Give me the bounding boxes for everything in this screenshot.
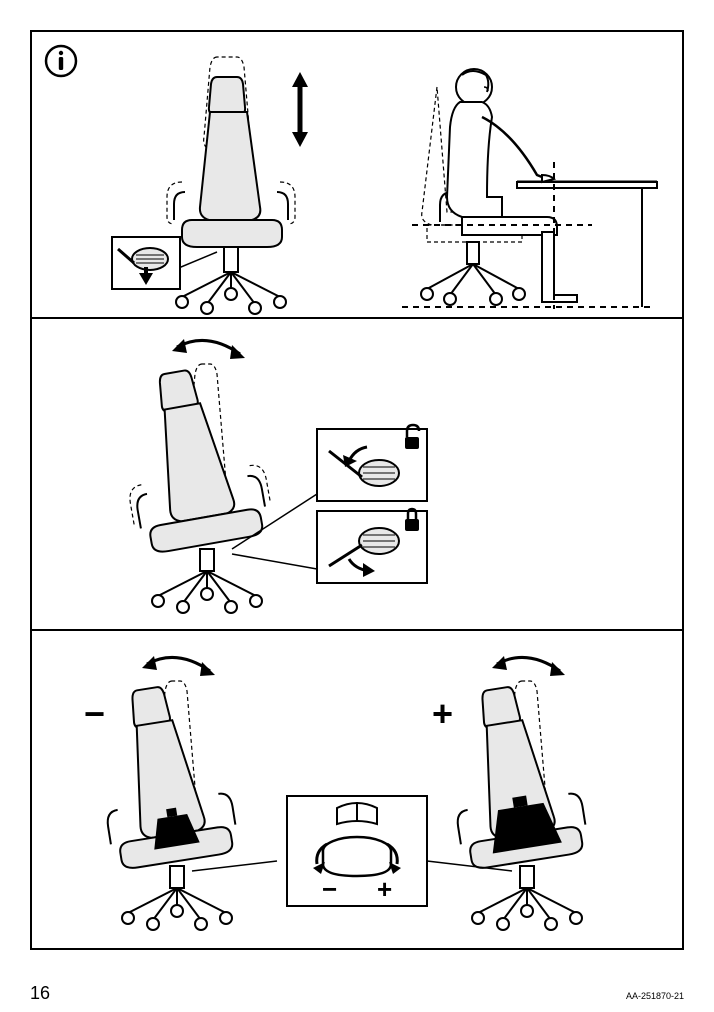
panel1-illustration (32, 32, 682, 317)
panel3-illustration: − (32, 631, 682, 951)
minus-label: − (84, 693, 105, 734)
page-number: 16 (30, 983, 50, 1004)
knob-minus: − (322, 874, 337, 904)
page-footer: 16 AA-251870-21 (30, 983, 684, 1004)
panel-height-adjust (32, 32, 682, 319)
panel2-illustration (32, 319, 682, 629)
plus-label: + (432, 693, 453, 734)
panel-tension-adjust: − (32, 631, 682, 951)
knob-plus: + (377, 874, 392, 904)
info-icon (44, 44, 78, 78)
vertical-arrow-icon (292, 72, 308, 147)
instruction-page: − (30, 30, 684, 950)
document-id: AA-251870-21 (626, 991, 684, 1001)
panel-tilt-lock (32, 319, 682, 631)
